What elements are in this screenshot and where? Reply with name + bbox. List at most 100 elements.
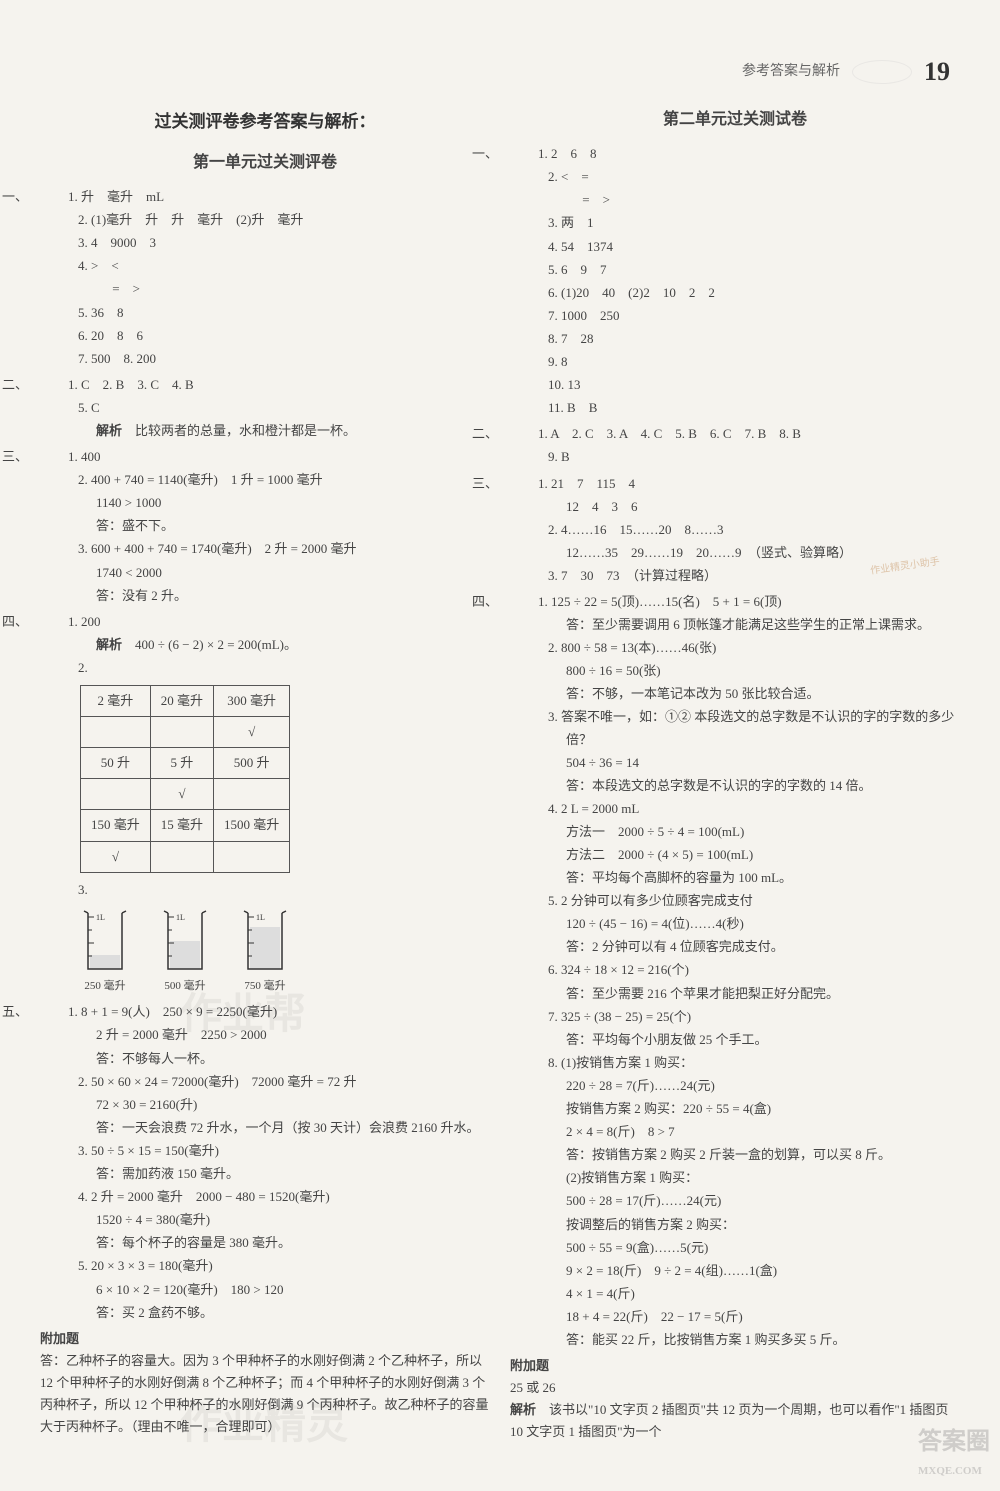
unit2-title: 第二单元过关测试卷 <box>510 106 960 133</box>
right-column: 第二单元过关测试卷 一、1. 2 6 8 2. < = = > 3. 两 1 4… <box>510 100 960 1443</box>
s5-l4b: 1520 ÷ 4 = 380(毫升) <box>40 1209 490 1231</box>
r4-l8l: 18 + 4 = 22(斤) 22 − 17 = 5(斤) <box>510 1306 960 1328</box>
r1-l7: 7. 1000 250 <box>510 305 960 327</box>
r4-l8g: 500 ÷ 28 = 17(斤)……24(元) <box>510 1190 960 1212</box>
right-s2: 二、1. A 2. C 3. A 4. C 5. B 6. C 7. B 8. … <box>510 423 960 468</box>
r4-l1b: 答：至少需要调用 6 顶帐篷才能满足这些学生的正常上课需求。 <box>510 614 960 636</box>
r1-l4: 4. 54 1374 <box>510 236 960 258</box>
table-row: √ <box>81 841 290 872</box>
table-cell: 500 升 <box>214 748 290 779</box>
left-s1: 一、1. 升 毫升 mL 2. (1)毫升 升 升 毫升 (2)升 毫升 3. … <box>40 186 490 370</box>
table-row: √ <box>81 717 290 748</box>
s1-l4b: = > <box>40 278 490 300</box>
table-cell: 50 升 <box>81 748 151 779</box>
s4-l1b: 解析 400 ÷ (6 − 2) × 2 = 200(mL)。 <box>40 634 490 656</box>
table-cell <box>214 841 290 872</box>
beakers-row: 1L 250 毫升 1L 500 毫升 1L 750 毫升 <box>80 907 490 996</box>
s5-l1b: 2 升 = 2000 毫升 2250 > 2000 <box>40 1024 490 1046</box>
table-cell: 1500 毫升 <box>214 810 290 841</box>
r4-l2: 2. 800 ÷ 58 = 13(本)……46(张) <box>510 637 960 659</box>
r3-l1b: 12 4 3 6 <box>510 496 960 518</box>
s4-l3: 3. <box>40 879 490 901</box>
s5-l1c: 答：不够每人一杯。 <box>40 1048 490 1070</box>
left-s3: 三、1. 400 2. 400 + 740 = 1140(毫升) 1 升 = 1… <box>40 446 490 607</box>
r4-l8k: 4 × 1 = 4(斤) <box>510 1283 960 1305</box>
r4-l5: 5. 2 分钟可以有多少位顾客完成支付 <box>510 890 960 912</box>
table-cell: √ <box>214 717 290 748</box>
r4-l4b: 方法一 2000 ÷ 5 ÷ 4 = 100(mL) <box>510 821 960 843</box>
r1-l9: 9. 8 <box>510 351 960 373</box>
r4-l8e: 答：按销售方案 2 购买 2 斤装一盒的划算，可以买 8 斤。 <box>510 1144 960 1166</box>
table-cell <box>214 779 290 810</box>
r1-l10: 10. 13 <box>510 374 960 396</box>
s5-l3: 3. 50 ÷ 5 × 15 = 150(毫升) <box>40 1140 490 1162</box>
svg-text:1L: 1L <box>96 913 105 922</box>
content-columns: 过关测评卷参考答案与解析： 第一单元过关测评卷 一、1. 升 毫升 mL 2. … <box>40 100 960 1443</box>
r4-l1: 四、1. 125 ÷ 22 = 5(顶)……15(名) 5 + 1 = 6(顶) <box>510 591 960 613</box>
s2-l1: 二、1. C 2. B 3. C 4. B <box>40 374 490 396</box>
s3-l1: 三、1. 400 <box>40 446 490 468</box>
r3-l2: 2. 4……16 15……20 8……3 <box>510 519 960 541</box>
r3-l1: 三、1. 21 7 115 4 <box>510 473 960 495</box>
table-cell: 20 毫升 <box>150 686 213 717</box>
answer-table: 2 毫升20 毫升300 毫升√50 升5 升500 升√150 毫升15 毫升… <box>80 685 290 873</box>
beaker: 1L 750 毫升 <box>240 907 290 996</box>
s5-l2c: 答：一天会浪费 72 升水，一个月（按 30 天计）会浪费 2160 升水。 <box>40 1117 490 1139</box>
table-cell: √ <box>150 779 213 810</box>
beaker: 1L 250 毫升 <box>80 907 130 996</box>
s5-l2: 2. 50 × 60 × 24 = 72000(毫升) 72000 毫升 = 7… <box>40 1071 490 1093</box>
r4-l8f: (2)按销售方案 1 购买： <box>510 1167 960 1189</box>
table-cell: 15 毫升 <box>150 810 213 841</box>
s5-l2b: 72 × 30 = 2160(升) <box>40 1094 490 1116</box>
r4-l3: 3. 答案不唯一，如：①② 本段选文的总字数是不认识的字的字数的多少倍？ <box>510 706 960 750</box>
left-s2: 二、1. C 2. B 3. C 4. B 5. C 解析 比较两者的总量，水和… <box>40 374 490 442</box>
header-decoration <box>852 60 912 84</box>
table-cell: 2 毫升 <box>81 686 151 717</box>
corner-logo: 答案圈 MXQE.COM <box>918 1422 990 1481</box>
left-s4: 四、1. 200 解析 400 ÷ (6 − 2) × 2 = 200(mL)。… <box>40 611 490 996</box>
table-cell <box>150 841 213 872</box>
s2-l3: 解析 比较两者的总量，水和橙汁都是一杯。 <box>40 420 490 442</box>
table-row: √ <box>81 779 290 810</box>
beaker: 1L 500 毫升 <box>160 907 210 996</box>
table-cell: 5 升 <box>150 748 213 779</box>
r4-l2c: 答：不够，一本笔记本改为 50 张比较合适。 <box>510 683 960 705</box>
page-number: 19 <box>924 50 950 94</box>
s1-l5: 5. 36 8 <box>40 302 490 324</box>
header-label: 参考答案与解析 <box>742 60 840 84</box>
s1-l7: 7. 500 8. 200 <box>40 348 490 370</box>
r4-l3c: 答：本段选文的总字数是不认识的字的字数的 14 倍。 <box>510 775 960 797</box>
s1-l4: 4. > < <box>40 255 490 277</box>
r4-l8b: 220 ÷ 28 = 7(斤)……24(元) <box>510 1075 960 1097</box>
right-s4: 四、1. 125 ÷ 22 = 5(顶)……15(名) 5 + 1 = 6(顶)… <box>510 591 960 1351</box>
r4-l6: 6. 324 ÷ 18 × 12 = 216(个) <box>510 959 960 981</box>
s5-l1: 五、1. 8 + 1 = 9(人) 250 × 9 = 2250(毫升) <box>40 1001 490 1023</box>
svg-text:1L: 1L <box>176 913 185 922</box>
r4-l8d: 2 × 4 = 8(斤) 8 > 7 <box>510 1121 960 1143</box>
r1-l6: 6. (1)20 40 (2)2 10 2 2 <box>510 282 960 304</box>
s5-l5b: 6 × 10 × 2 = 120(毫升) 180 > 120 <box>40 1279 490 1301</box>
svg-text:1L: 1L <box>256 913 265 922</box>
s4-l2: 2. <box>40 657 490 679</box>
table-cell: 300 毫升 <box>214 686 290 717</box>
s5-l4: 4. 2 升 = 2000 毫升 2000 − 480 = 1520(毫升) <box>40 1186 490 1208</box>
left-extra-body: 答：乙种杯子的容量大。因为 3 个甲种杯子的水刚好倒满 2 个乙种杯子，所以 1… <box>40 1350 490 1438</box>
s1-l2: 2. (1)毫升 升 升 毫升 (2)升 毫升 <box>40 209 490 231</box>
s5-l5: 5. 20 × 3 × 3 = 180(毫升) <box>40 1255 490 1277</box>
r2-l2: 9. B <box>510 446 960 468</box>
r1-l3: 3. 两 1 <box>510 212 960 234</box>
table-cell <box>81 779 151 810</box>
r4-l8j: 9 × 2 = 18(斤) 9 ÷ 2 = 4(组)……1(盒) <box>510 1260 960 1282</box>
r1-l8: 8. 7 28 <box>510 328 960 350</box>
r4-l5c: 答：2 分钟可以有 4 位顾客完成支付。 <box>510 936 960 958</box>
r4-l8m: 答：能买 22 斤，比按销售方案 1 购买多买 5 斤。 <box>510 1329 960 1351</box>
r4-l8i: 500 ÷ 55 = 9(盒)……5(元) <box>510 1237 960 1259</box>
r1-l2b: = > <box>510 189 960 211</box>
s1-l6: 6. 20 8 6 <box>40 325 490 347</box>
right-extra-title: 附加题 <box>510 1355 960 1377</box>
r4-l7: 7. 325 ÷ (38 − 25) = 25(个) <box>510 1006 960 1028</box>
r4-l3b: 504 ÷ 36 = 14 <box>510 752 960 774</box>
s5-l4c: 答：每个杯子的容量是 380 毫升。 <box>40 1232 490 1254</box>
left-s5: 五、1. 8 + 1 = 9(人) 250 × 9 = 2250(毫升) 2 升… <box>40 1001 490 1323</box>
right-s1: 一、1. 2 6 8 2. < = = > 3. 两 1 4. 54 1374 … <box>510 143 960 419</box>
